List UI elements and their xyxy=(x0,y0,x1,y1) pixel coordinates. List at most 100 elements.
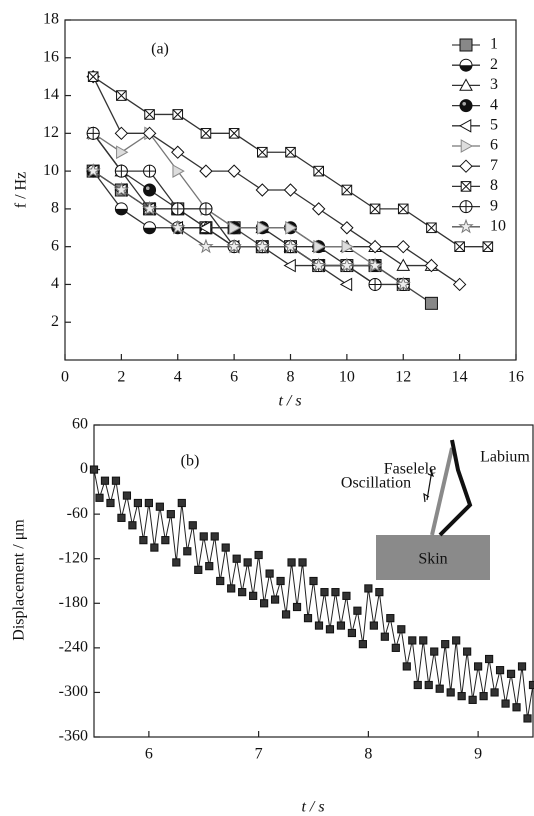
data-point xyxy=(114,202,128,216)
marker-shape xyxy=(145,186,150,190)
x-tick-label: 12 xyxy=(395,369,411,386)
data-point xyxy=(95,493,104,502)
y-tick-label: 12 xyxy=(43,124,59,141)
inset-label: Labium xyxy=(480,449,530,466)
marker-shape xyxy=(459,99,473,113)
marker-shape xyxy=(200,128,212,139)
data-point xyxy=(166,510,175,519)
data-point xyxy=(257,146,268,158)
marker-shape xyxy=(369,278,382,291)
data-point xyxy=(369,621,378,630)
marker-shape xyxy=(155,502,164,511)
marker-shape xyxy=(424,258,439,273)
marker-shape xyxy=(424,680,433,690)
marker-shape xyxy=(199,532,208,541)
data-point xyxy=(311,257,327,273)
data-point xyxy=(106,498,115,508)
marker-shape xyxy=(257,147,268,158)
marker-shape xyxy=(313,165,324,177)
marker-shape xyxy=(331,588,340,597)
data-point xyxy=(468,695,477,704)
marker-shape xyxy=(430,647,439,656)
marker-shape xyxy=(144,109,155,120)
data-point xyxy=(227,584,236,593)
marker-shape xyxy=(166,510,175,519)
legend-marker xyxy=(460,139,474,153)
inset-label: Faselele xyxy=(384,461,436,478)
data-point xyxy=(368,277,382,291)
data-point xyxy=(395,276,411,291)
data-point xyxy=(313,165,324,177)
marker-shape xyxy=(364,584,373,593)
marker-shape xyxy=(424,296,438,310)
data-point xyxy=(430,647,439,656)
x-tick-label: 2 xyxy=(117,369,125,386)
data-point xyxy=(150,543,159,552)
marker-shape xyxy=(397,625,406,634)
data-point xyxy=(369,203,381,215)
marker-shape xyxy=(419,636,428,645)
data-point xyxy=(232,554,241,563)
marker-shape xyxy=(270,595,280,604)
data-point xyxy=(309,576,318,586)
marker-shape xyxy=(458,218,474,234)
marker-shape xyxy=(347,628,357,638)
marker-shape xyxy=(303,614,313,623)
marker-shape xyxy=(459,78,473,91)
marker-shape xyxy=(459,159,473,173)
data-point xyxy=(340,221,354,235)
x-tick-label: 16 xyxy=(508,369,524,386)
marker-shape xyxy=(396,239,410,254)
marker-shape xyxy=(460,200,472,213)
data-point xyxy=(419,636,428,645)
marker-shape xyxy=(446,688,455,697)
marker-shape xyxy=(479,692,488,701)
data-point xyxy=(485,654,494,664)
marker-shape xyxy=(457,692,466,701)
skin-block xyxy=(376,535,490,580)
oscillation-arrow xyxy=(423,467,435,503)
marker-shape xyxy=(396,258,411,271)
y-tick-label: -120 xyxy=(59,549,88,566)
data-point xyxy=(391,643,400,652)
marker-shape xyxy=(369,621,378,630)
marker-shape xyxy=(183,547,192,556)
marker-shape xyxy=(115,165,128,178)
y-tick-label: -360 xyxy=(59,728,88,745)
data-point xyxy=(402,662,411,671)
marker-shape xyxy=(460,65,472,72)
y-tick-label: 6 xyxy=(51,237,59,254)
legend-marker xyxy=(458,218,474,234)
x-tick-label: 6 xyxy=(230,369,238,386)
marker-shape xyxy=(281,610,291,619)
marker-shape xyxy=(369,203,381,215)
data-point xyxy=(435,684,444,693)
data-point xyxy=(426,222,437,234)
series-line xyxy=(92,76,488,248)
marker-shape xyxy=(227,584,236,593)
marker-shape xyxy=(172,109,183,120)
marker-shape xyxy=(398,203,409,215)
marker-shape xyxy=(435,684,444,693)
data-point xyxy=(287,558,296,567)
data-point xyxy=(128,521,137,530)
data-point xyxy=(490,688,499,697)
data-point xyxy=(205,562,214,571)
legend-label: 2 xyxy=(490,56,498,73)
data-point xyxy=(257,220,270,235)
marker-shape xyxy=(512,703,521,712)
marker-shape xyxy=(495,666,505,675)
data-point xyxy=(523,714,532,723)
data-point xyxy=(238,588,247,597)
data-point xyxy=(368,239,382,254)
data-point xyxy=(463,647,472,656)
marker-shape xyxy=(95,493,104,502)
data-point xyxy=(144,109,155,120)
marker-shape xyxy=(462,102,467,106)
y-axis-label: f / Hz xyxy=(13,172,30,208)
data-point xyxy=(285,146,296,158)
data-point xyxy=(87,71,99,82)
marker-shape xyxy=(265,569,274,578)
marker-shape xyxy=(452,636,461,645)
marker-shape xyxy=(298,558,307,567)
